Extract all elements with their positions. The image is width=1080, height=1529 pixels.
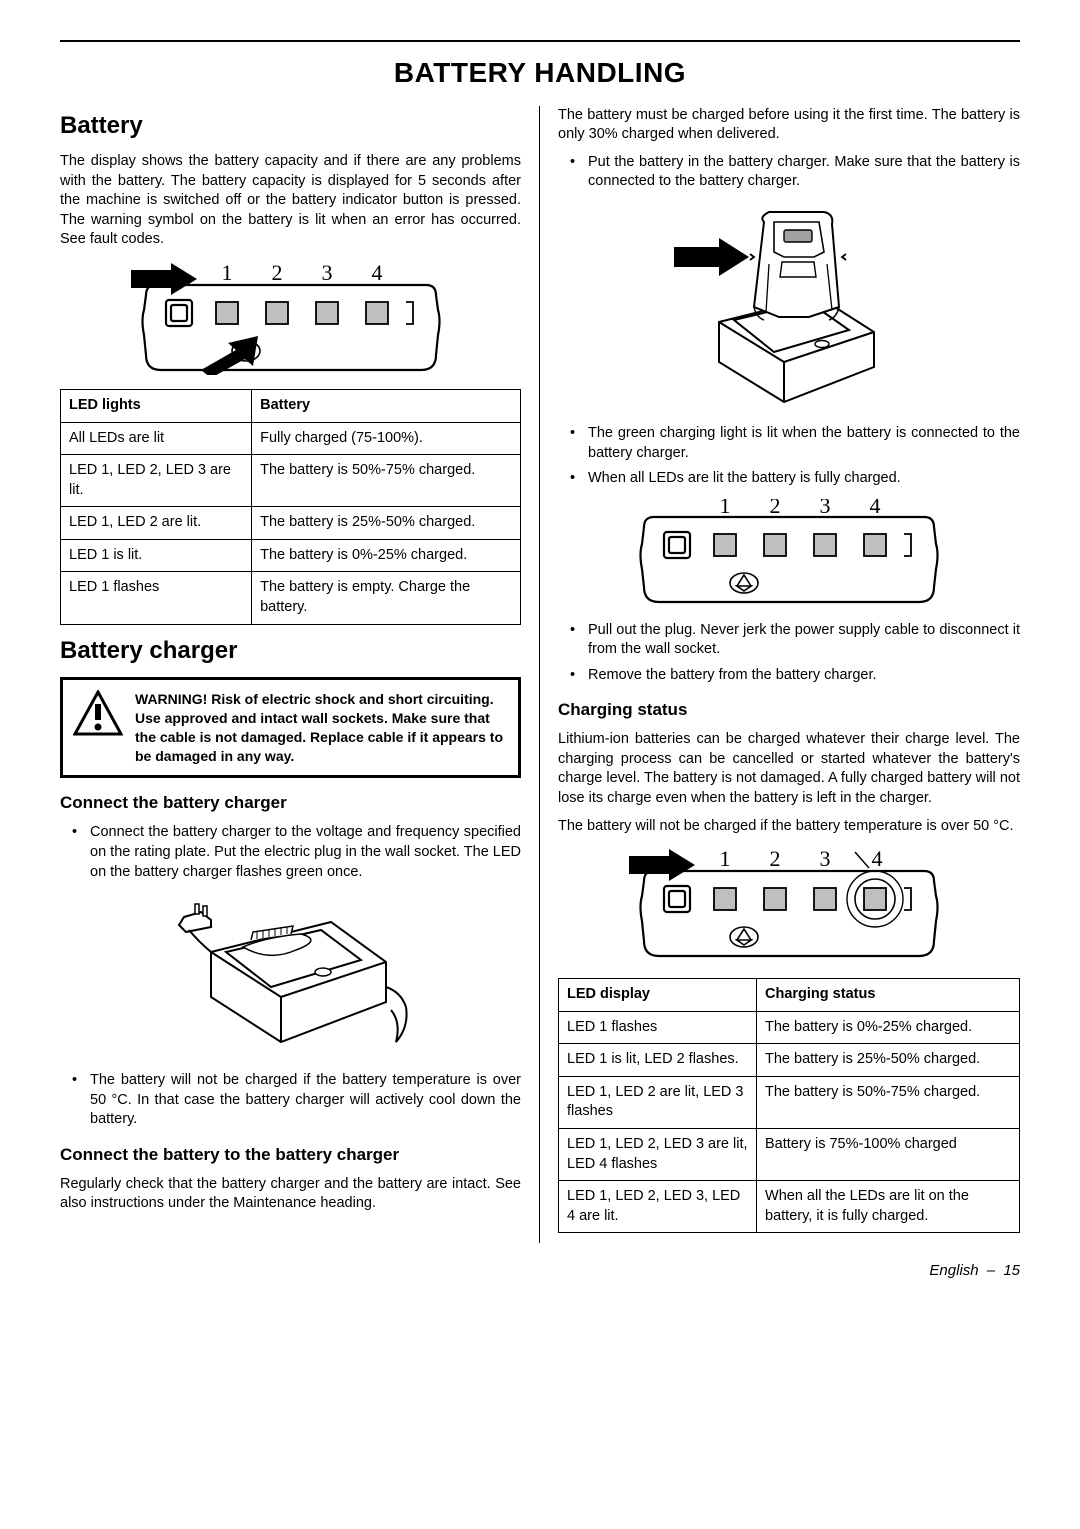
- battery-led-diagram-2: 1 2 3 4: [558, 499, 1020, 607]
- led-num-1: 1: [221, 260, 232, 285]
- svg-text:3: 3: [820, 499, 831, 518]
- right-column: The battery must be charged before using…: [540, 106, 1020, 1243]
- battery-led-diagram-charging: 1 2 3 4: [558, 846, 1020, 964]
- li-remove-battery: Remove the battery from the battery char…: [558, 666, 1020, 686]
- warning-text: WARNING! Risk of electric shock and shor…: [135, 690, 508, 766]
- footer-lang: English: [929, 1262, 978, 1279]
- led-num-3: 3: [321, 260, 332, 285]
- content-columns: Battery The display shows the battery ca…: [60, 106, 1020, 1243]
- heading-connect-battery: Connect the battery to the battery charg…: [60, 1144, 521, 1167]
- page-footer: English – 15: [60, 1261, 1020, 1281]
- th-led-display: LED display: [559, 979, 757, 1012]
- cell: LED 1 is lit, LED 2 flashes.: [559, 1044, 757, 1077]
- li-all-leds: When all LEDs are lit the battery is ful…: [558, 469, 1020, 489]
- heading-battery: Battery: [60, 110, 521, 142]
- led-num-4: 4: [371, 260, 382, 285]
- heading-charging-status: Charging status: [558, 699, 1020, 722]
- warning-box: WARNING! Risk of electric shock and shor…: [60, 677, 521, 779]
- svg-text:4: 4: [872, 846, 883, 871]
- temp50-text: The battery will not be charged if the b…: [558, 817, 1020, 837]
- first-time-text: The battery must be charged before using…: [558, 106, 1020, 145]
- cell: LED 1, LED 2 are lit, LED 3 flashes: [559, 1076, 757, 1128]
- battery-led-table: LED lights Battery All LEDs are litFully…: [60, 389, 521, 625]
- cell: LED 1 is lit.: [61, 539, 252, 572]
- cell: The battery is 0%-25% charged.: [757, 1011, 1020, 1044]
- heading-connect-charger: Connect the battery charger: [60, 792, 521, 815]
- cell: LED 1, LED 2, LED 3 are lit.: [61, 455, 252, 507]
- cell: All LEDs are lit: [61, 422, 252, 455]
- svg-text:2: 2: [770, 846, 781, 871]
- warning-icon: [73, 690, 123, 736]
- li-put-battery: Put the battery in the battery charger. …: [558, 153, 1020, 192]
- heading-battery-charger: Battery charger: [60, 635, 521, 667]
- cell: LED 1, LED 2, LED 3 are lit, LED 4 flash…: [559, 1128, 757, 1180]
- th-led-lights: LED lights: [61, 390, 252, 423]
- cell: LED 1, LED 2, LED 3, LED 4 are lit.: [559, 1181, 757, 1233]
- li-connect-charger: Connect the battery charger to the volta…: [60, 823, 521, 882]
- footer-dash: –: [987, 1262, 995, 1279]
- cell: The battery is 0%-25% charged.: [252, 539, 521, 572]
- cell: The battery is 25%-50% charged.: [252, 507, 521, 540]
- li-temp-note: The battery will not be charged if the b…: [60, 1071, 521, 1130]
- lithium-text: Lithium-ion batteries can be charged wha…: [558, 730, 1020, 808]
- th-battery: Battery: [252, 390, 521, 423]
- cell: The battery is empty. Charge the battery…: [252, 572, 521, 624]
- cell: The battery is 50%-75% charged.: [757, 1076, 1020, 1128]
- cell: The battery is 50%-75% charged.: [252, 455, 521, 507]
- th-charging-status: Charging status: [757, 979, 1020, 1012]
- battery-on-charger-diagram: [558, 202, 1020, 410]
- page-title: BATTERY HANDLING: [60, 54, 1020, 92]
- cell: Fully charged (75-100%).: [252, 422, 521, 455]
- charger-plug-diagram: [60, 892, 521, 1057]
- footer-page: 15: [1003, 1262, 1020, 1279]
- led-num-2: 2: [271, 260, 282, 285]
- cell: When all the LEDs are lit on the battery…: [757, 1181, 1020, 1233]
- cell: LED 1 flashes: [61, 572, 252, 624]
- svg-text:2: 2: [770, 499, 781, 518]
- svg-text:3: 3: [820, 846, 831, 871]
- cell: Battery is 75%-100% charged: [757, 1128, 1020, 1180]
- svg-text:1: 1: [720, 846, 731, 871]
- svg-text:4: 4: [870, 499, 881, 518]
- li-pull-plug: Pull out the plug. Never jerk the power …: [558, 621, 1020, 660]
- li-green-light: The green charging light is lit when the…: [558, 424, 1020, 463]
- battery-led-diagram: 1 2 3 4: [60, 260, 521, 375]
- svg-text:1: 1: [720, 499, 731, 518]
- cell: LED 1, LED 2 are lit.: [61, 507, 252, 540]
- battery-intro-text: The display shows the battery capacity a…: [60, 152, 521, 250]
- check-text: Regularly check that the battery charger…: [60, 1175, 521, 1214]
- left-column: Battery The display shows the battery ca…: [60, 106, 540, 1243]
- charging-status-table: LED display Charging status LED 1 flashe…: [558, 978, 1020, 1233]
- cell: LED 1 flashes: [559, 1011, 757, 1044]
- cell: The battery is 25%-50% charged.: [757, 1044, 1020, 1077]
